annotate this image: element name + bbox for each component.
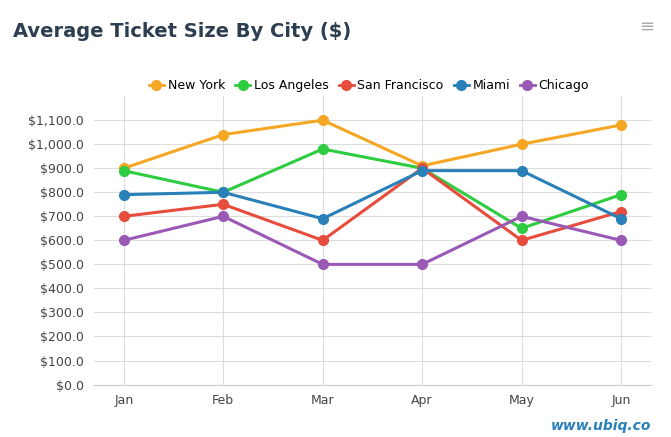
Chicago <box>617 238 625 243</box>
Los Angeles <box>219 190 227 195</box>
Miami <box>219 190 227 195</box>
New York <box>517 142 525 147</box>
Line: San Francisco: San Francisco <box>119 163 626 245</box>
Line: Miami: Miami <box>119 166 626 224</box>
Los Angeles <box>617 192 625 198</box>
New York <box>617 122 625 128</box>
New York <box>219 132 227 137</box>
Legend: New York, Los Angeles, San Francisco, Miami, Chicago: New York, Los Angeles, San Francisco, Mi… <box>144 74 595 97</box>
Los Angeles <box>517 225 525 231</box>
San Francisco <box>119 214 127 219</box>
Line: Los Angeles: Los Angeles <box>119 144 626 233</box>
Line: Chicago: Chicago <box>119 212 626 269</box>
Miami <box>119 192 127 198</box>
San Francisco <box>319 238 327 243</box>
New York <box>319 118 327 123</box>
Chicago <box>319 262 327 267</box>
San Francisco <box>617 209 625 214</box>
Chicago <box>219 214 227 219</box>
Chicago <box>119 238 127 243</box>
Miami <box>517 168 525 173</box>
San Francisco <box>418 166 426 171</box>
Los Angeles <box>418 166 426 171</box>
New York <box>119 166 127 171</box>
Miami <box>319 216 327 221</box>
Los Angeles <box>319 146 327 152</box>
Text: Average Ticket Size By City ($): Average Ticket Size By City ($) <box>13 22 352 41</box>
Los Angeles <box>119 168 127 173</box>
San Francisco <box>219 201 227 207</box>
Miami <box>418 168 426 173</box>
Miami <box>617 216 625 221</box>
San Francisco <box>517 238 525 243</box>
Chicago <box>517 214 525 219</box>
Text: www.ubiq.co: www.ubiq.co <box>550 419 651 433</box>
Chicago <box>418 262 426 267</box>
Text: ≡: ≡ <box>639 17 654 35</box>
Line: New York: New York <box>119 115 626 173</box>
New York <box>418 163 426 168</box>
